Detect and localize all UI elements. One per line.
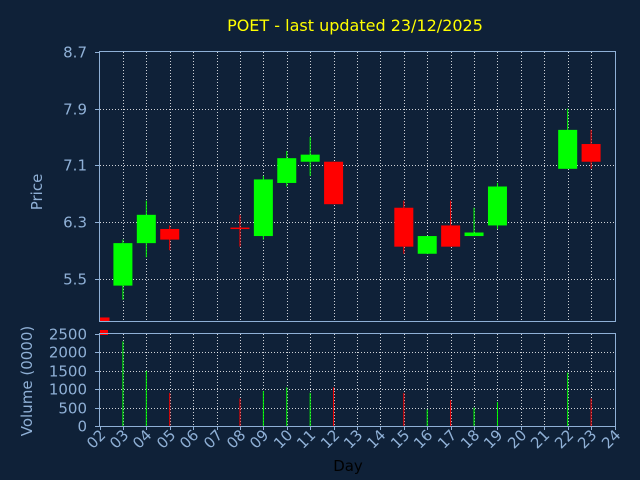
- x-axis-label: Day: [333, 457, 363, 475]
- price-plot-frame: [99, 51, 616, 322]
- volume-tick-label: 0: [77, 418, 87, 436]
- candle-body: [160, 228, 180, 240]
- price-grid: [100, 52, 615, 321]
- x-ticks: 0203040506070809101112131415161718192021…: [83, 426, 624, 452]
- candle-body: [136, 214, 156, 244]
- volume-tick-label: 2000: [49, 344, 87, 362]
- price-tick-label: 5.5: [63, 271, 87, 289]
- volume-tick-label: 1500: [49, 363, 87, 381]
- volume-tick-label: 1000: [49, 381, 87, 399]
- candle-body: [230, 227, 250, 230]
- x-tick-label: 19: [480, 426, 506, 452]
- price-y-ticks: 8.7 7.9 7.1 6.3 5.5: [63, 44, 100, 289]
- x-tick-label: 04: [129, 426, 155, 452]
- candle-body: [394, 207, 414, 247]
- volume-tick-label: 500: [58, 400, 87, 418]
- volume-axis-label: Volume (0000): [18, 326, 36, 436]
- volume-bars: [100, 330, 592, 426]
- x-tick-label: 14: [363, 426, 389, 452]
- candle-body: [441, 225, 461, 247]
- candles: [99, 108, 601, 321]
- candle-body: [464, 232, 484, 237]
- candle-body: [558, 129, 578, 169]
- price-tick-label: 7.1: [63, 157, 87, 175]
- candle-body: [277, 158, 297, 183]
- candle-body: [100, 317, 110, 321]
- candle-body: [253, 179, 273, 237]
- x-tick-label: 21: [527, 426, 553, 452]
- candle-body: [487, 186, 507, 226]
- x-tick-label: 24: [598, 426, 624, 452]
- x-tick-label: 06: [176, 426, 202, 452]
- candle-body: [300, 154, 320, 162]
- chart-title: POET - last updated 23/12/2025: [227, 16, 483, 35]
- volume-grid: [100, 334, 615, 426]
- price-tick-label: 8.7: [63, 44, 87, 62]
- x-tick-label: 23: [574, 426, 600, 452]
- volume-tick-label: 2500: [49, 326, 87, 344]
- price-tick-label: 6.3: [63, 214, 87, 232]
- x-tick-label: 09: [246, 426, 272, 452]
- volume-bar: [100, 330, 108, 335]
- candle-body: [581, 144, 601, 162]
- candle-body: [417, 236, 437, 254]
- x-tick-label: 16: [410, 426, 436, 452]
- price-tick-label: 7.9: [63, 101, 87, 119]
- x-tick-label: 11: [293, 426, 319, 452]
- price-axis-label: Price: [28, 174, 46, 211]
- candle-body: [324, 161, 344, 205]
- candle-body: [113, 243, 133, 286]
